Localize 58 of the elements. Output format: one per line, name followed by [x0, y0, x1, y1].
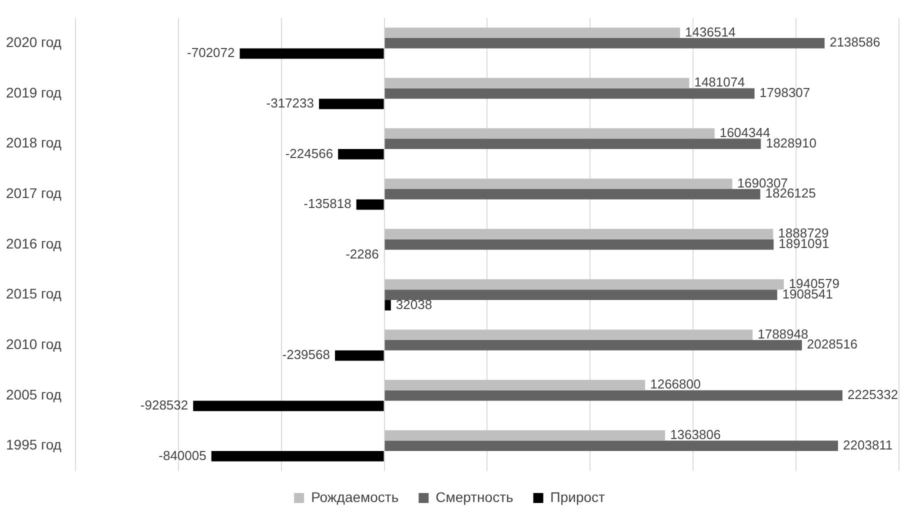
bar: [384, 78, 690, 88]
bar: [384, 380, 646, 390]
data-label: 1436514: [685, 24, 736, 40]
bar: [384, 300, 391, 310]
data-label: 1266800: [650, 376, 701, 392]
data-label: -2286: [346, 246, 379, 262]
bar: [338, 149, 384, 160]
data-label: 1363806: [670, 427, 721, 442]
data-label: -224566: [285, 146, 334, 161]
bar: [384, 330, 753, 340]
bar: [334, 350, 384, 361]
bar: [384, 128, 715, 139]
data-label: 32038: [396, 296, 432, 312]
data-label: -702072: [187, 45, 235, 60]
data-label: -840005: [158, 448, 206, 463]
bar: [384, 239, 774, 250]
bar: [384, 188, 760, 200]
data-label: 2225332: [847, 387, 898, 402]
data-label: 1788948: [758, 326, 808, 342]
y-tick-label: 1995 год: [6, 436, 62, 453]
bar: [384, 390, 842, 401]
bar: [384, 440, 838, 452]
y-tick-label: 2005 год: [6, 386, 62, 402]
data-label: 1828910: [766, 135, 816, 150]
bar: [318, 98, 384, 110]
legend-label: Рождаемость: [311, 488, 399, 505]
bar: [384, 88, 755, 99]
data-label: -317233: [266, 95, 314, 110]
data-label: -928532: [140, 397, 188, 412]
y-tick-label: 2010 год: [6, 336, 62, 352]
y-tick-label: 2015 год: [6, 286, 62, 302]
data-label: -135818: [304, 196, 352, 212]
bar: [384, 340, 802, 350]
bar: [211, 451, 384, 462]
legend-label: Смертность: [436, 488, 514, 505]
y-tick-label: 2020 год: [6, 34, 62, 50]
data-label: 1481074: [694, 74, 745, 90]
y-tick-label: 2018 год: [6, 134, 62, 151]
data-label: -239568: [282, 347, 330, 362]
y-tick-label: 2016 год: [6, 235, 62, 252]
data-label: 2138586: [830, 34, 880, 50]
bar: [384, 178, 732, 189]
bar: [384, 228, 774, 240]
bar: [384, 430, 666, 441]
y-tick-label: 2019 год: [6, 84, 62, 100]
bar: [384, 290, 778, 300]
bar: [384, 138, 761, 150]
bar: [240, 48, 384, 59]
data-label: 1798307: [760, 85, 810, 100]
bar: [356, 199, 384, 210]
bar: [384, 279, 784, 290]
data-label: 2203811: [843, 437, 893, 452]
bar: [384, 28, 680, 38]
bar: [384, 38, 825, 48]
data-label: 2028516: [806, 336, 858, 352]
legend-label: Прирост: [550, 488, 606, 505]
bar: [193, 400, 384, 412]
y-tick-label: 2017 год: [6, 185, 62, 202]
